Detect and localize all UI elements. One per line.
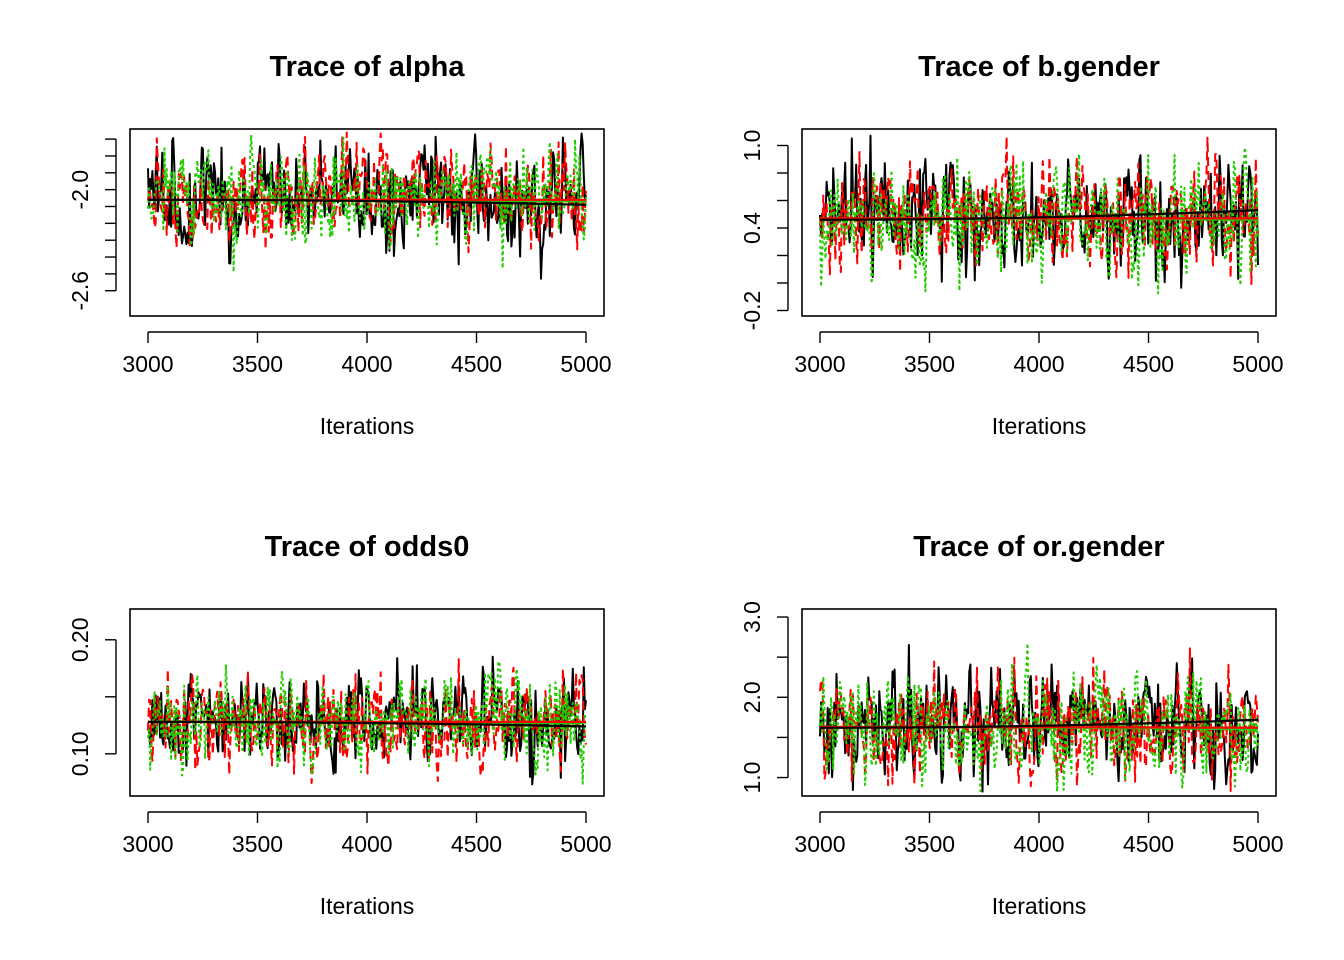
y-tick-label: 2.0 — [739, 681, 765, 713]
trace-series-3 — [147, 660, 587, 785]
x-tick-label: 4500 — [1123, 351, 1174, 377]
x-tick-label: 4000 — [1013, 351, 1064, 377]
trace-lines — [819, 642, 1259, 793]
y-tick-label: -0.2 — [739, 291, 765, 331]
x-tick-label: 3000 — [794, 351, 845, 377]
trace-panel-3: Trace of odds0 3000 3500 4000 4500 5000 0.10 0.… — [67, 531, 612, 919]
x-axis-label: Iterations — [320, 413, 415, 439]
chart-title: Trace of or.gender — [913, 531, 1164, 563]
plot-frame — [129, 608, 605, 797]
mean-line-1 — [148, 720, 587, 728]
x-tick-label: 5000 — [1232, 351, 1283, 377]
y-tick-label: -2.6 — [67, 271, 93, 311]
trace-series-2 — [819, 135, 1259, 286]
y-tick-label: 0.4 — [739, 212, 765, 244]
chart-title: Trace of alpha — [269, 51, 465, 83]
x-tick-label: 3000 — [794, 831, 845, 857]
x-tick-label: 4500 — [451, 351, 502, 377]
mean-line-1 — [148, 198, 587, 206]
x-tick-label: 5000 — [560, 351, 611, 377]
x-tick-label: 3000 — [122, 831, 173, 857]
x-tick-label: 4000 — [1013, 831, 1064, 857]
trace-series-3 — [819, 642, 1259, 793]
x-tick-label: 3500 — [232, 831, 283, 857]
chart-title: Trace of b.gender — [918, 51, 1160, 83]
trace-lines — [819, 134, 1259, 295]
y-tick-label: -2.0 — [67, 170, 93, 210]
trace-series-2 — [147, 658, 587, 785]
trace-panel-2: Trace of b.gender 3000 3500 4000 4500 5000 -0.… — [739, 51, 1284, 439]
trace-series-1 — [147, 132, 587, 280]
x-tick-label: 3000 — [122, 351, 173, 377]
x-tick-label: 5000 — [560, 831, 611, 857]
trace-panel-4: Trace of or.gender 3000 3500 4000 4500 5000 1.… — [739, 531, 1284, 919]
chart-title: Trace of odds0 — [265, 531, 470, 563]
x-tick-label: 5000 — [1232, 831, 1283, 857]
plot-frame — [129, 128, 605, 317]
trace-lines — [147, 655, 587, 786]
x-tick-label: 3500 — [232, 351, 283, 377]
x-axis-label: Iterations — [320, 893, 415, 919]
trace-lines — [147, 131, 587, 280]
trace-series-3 — [147, 134, 587, 273]
mean-line-1 — [820, 718, 1259, 729]
x-tick-label: 4500 — [451, 831, 502, 857]
trace-panel-1: Trace of alpha 3000 3500 4000 4500 5000 -2.6 -2… — [67, 51, 612, 439]
x-tick-label: 4500 — [1123, 831, 1174, 857]
x-tick-label: 3500 — [904, 831, 955, 857]
y-tick-label: 1.0 — [739, 130, 765, 162]
x-tick-label: 4000 — [341, 831, 392, 857]
y-tick-label: 0.10 — [67, 731, 93, 776]
x-tick-label: 3500 — [904, 351, 955, 377]
mean-line-1 — [819, 209, 1259, 221]
plot-frame — [801, 128, 1277, 317]
y-tick-label: 3.0 — [739, 601, 765, 633]
plot-frame — [801, 608, 1277, 797]
x-axis-label: Iterations — [992, 893, 1087, 919]
x-axis-label: Iterations — [992, 413, 1087, 439]
y-tick-label: 0.20 — [67, 617, 93, 662]
y-tick-label: 1.0 — [739, 762, 765, 794]
x-tick-label: 4000 — [341, 351, 392, 377]
trace-series-3 — [819, 146, 1259, 295]
